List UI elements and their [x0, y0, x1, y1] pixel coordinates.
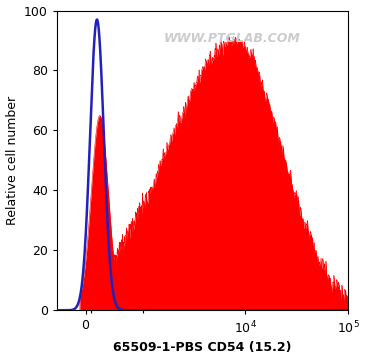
- X-axis label: 65509-1-PBS CD54 (15.2): 65509-1-PBS CD54 (15.2): [113, 341, 292, 355]
- Y-axis label: Relative cell number: Relative cell number: [5, 96, 19, 225]
- Text: WWW.PTGLAB.COM: WWW.PTGLAB.COM: [163, 32, 300, 45]
